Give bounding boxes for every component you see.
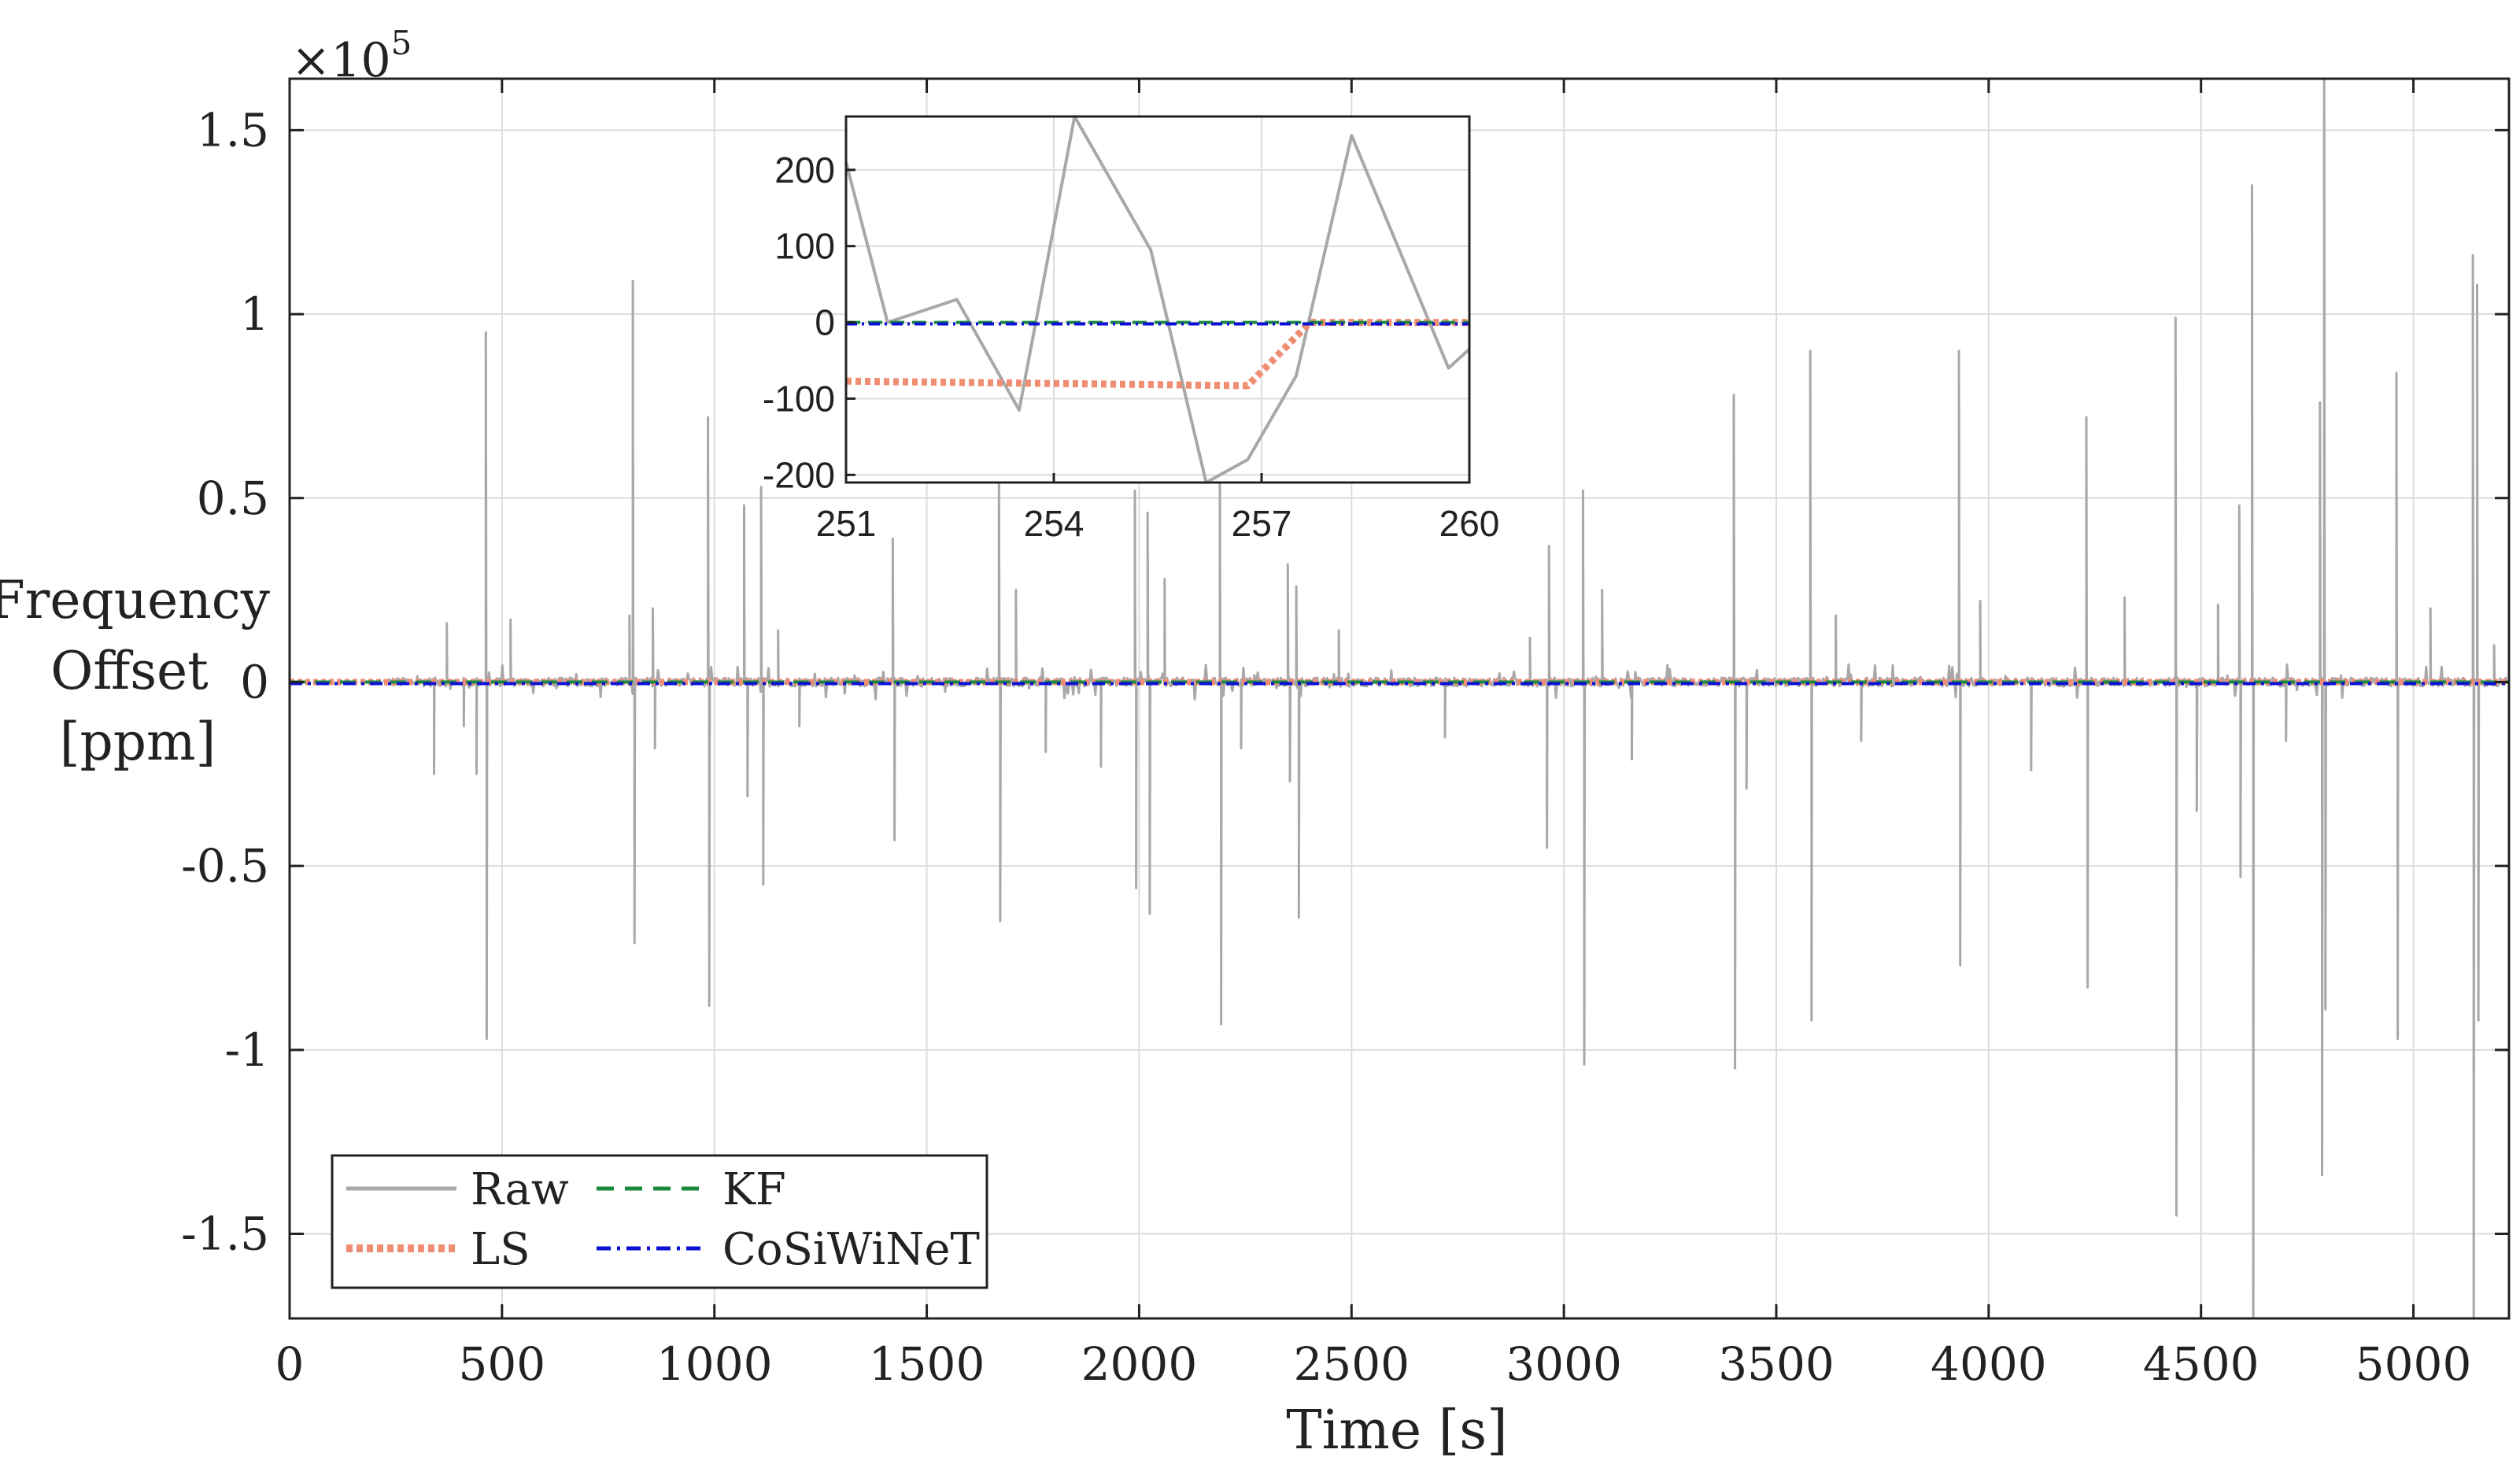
main-y-tick-label: 1.5 xyxy=(197,103,269,157)
main-x-tick-label: 2000 xyxy=(1081,1337,1198,1391)
main-x-tick-label: 1500 xyxy=(869,1337,985,1391)
main-plot: 0 500 1000 1500 2000 2500 3000 3500 4000 4500 5000… xyxy=(0,24,2511,1462)
main-x-tick-label: 1000 xyxy=(656,1337,773,1391)
main-x-tick-label: 500 xyxy=(458,1337,545,1391)
inset-ticks xyxy=(844,168,1471,483)
main-raw-line xyxy=(382,77,2509,1320)
main-y-tick-labels: 1.5 1 0.5 0 -0.5 -1 -1.5 xyxy=(181,103,269,1260)
main-axes-box xyxy=(288,77,2511,1320)
inset-y-tick-label: 100 xyxy=(774,226,835,267)
main-x-tick-label: 4500 xyxy=(2143,1337,2260,1391)
legend-kf-label: KF xyxy=(722,1164,786,1215)
legend-raw-label: Raw xyxy=(471,1164,569,1215)
main-ticks xyxy=(288,79,2509,1318)
inset-y-tick-label: 0 xyxy=(815,302,835,343)
main-y-tick-label: 0.5 xyxy=(197,471,269,525)
legend-cosiwinet-label: CoSiWiNeT xyxy=(722,1224,980,1275)
inset-x-tick-label: 257 xyxy=(1232,503,1292,544)
main-y-tick-label: -1 xyxy=(225,1023,270,1077)
inset-y-tick-label: -100 xyxy=(763,378,835,419)
y-axis-label: Frequency Offset [ppm] xyxy=(0,570,286,772)
inset-y-tick-label: 200 xyxy=(774,150,835,190)
main-y-tick-label: 1 xyxy=(240,287,269,341)
main-x-tick-label: 2500 xyxy=(1293,1337,1410,1391)
main-x-tick-label: 4000 xyxy=(1931,1337,2047,1391)
legend-box xyxy=(331,1154,988,1289)
inset-x-tick-label: 254 xyxy=(1024,503,1084,544)
x-axis-label: Time [s] xyxy=(1286,1400,1507,1462)
main-raw-series xyxy=(382,77,2509,1320)
inset-ls-line xyxy=(845,319,1469,390)
main-y-tick-label: -0.5 xyxy=(181,839,269,893)
main-estimate-lines xyxy=(290,678,2509,686)
main-x-tick-label: 0 xyxy=(275,1337,305,1391)
main-x-tick-label: 3000 xyxy=(1506,1337,1622,1391)
main-x-tick-label: 5000 xyxy=(2356,1337,2472,1391)
main-y-tick-label: -1.5 xyxy=(181,1207,269,1261)
main-y-tick-label: 0 xyxy=(240,655,269,708)
y-exponent-label: ×105 xyxy=(291,24,412,88)
inset-y-tick-label: -200 xyxy=(763,454,835,495)
main-x-tick-label: 3500 xyxy=(1718,1337,1835,1391)
inset-y-tick-labels: 200 100 0 -100 -200 xyxy=(763,150,835,496)
inset-x-tick-labels: 251 254 257 260 xyxy=(816,503,1500,544)
inset-background xyxy=(846,116,1469,483)
inset-plot: 251 254 257 260 200 100 0 -100 -200 xyxy=(763,115,1500,544)
inset-axes-box xyxy=(844,115,1471,484)
legend-ls-label: LS xyxy=(471,1224,530,1275)
inset-x-tick-label: 251 xyxy=(816,503,877,544)
inset-raw-line xyxy=(844,115,1471,484)
inset-series xyxy=(844,115,1471,484)
inset-x-tick-label: 260 xyxy=(1439,503,1500,544)
main-x-tick-labels: 0 500 1000 1500 2000 2500 3000 3500 4000 4500 5000 xyxy=(275,1337,2472,1391)
legend: Raw KF LS CoSiWiNeT xyxy=(331,1154,988,1289)
